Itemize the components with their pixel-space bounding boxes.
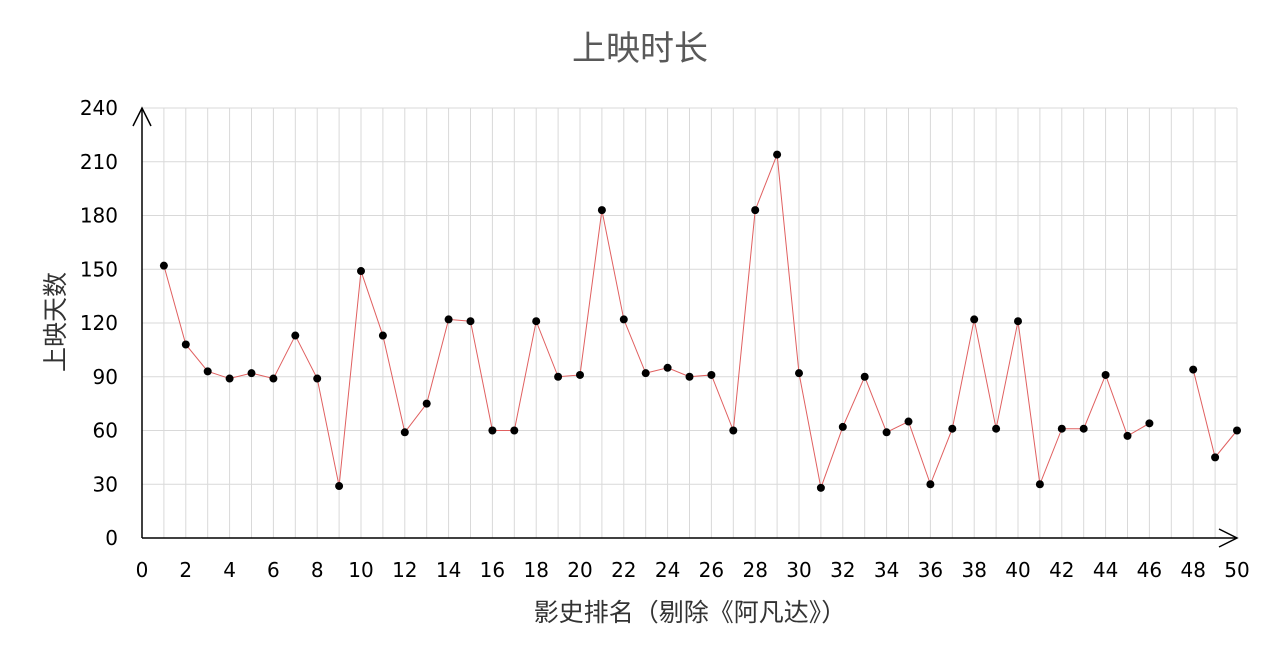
x-tick-label: 12 <box>392 558 417 582</box>
x-tick-label: 34 <box>874 558 899 582</box>
y-tick-label: 210 <box>80 150 118 174</box>
x-tick-labels: 0 2 4 6 8 10 12 14 16 18 20 22 24 26 28 30 32 34 36 38 40 42 4… <box>136 558 1250 582</box>
x-tick-label: 16 <box>480 558 505 582</box>
data-point <box>685 372 694 381</box>
data-point <box>619 315 628 324</box>
x-tick-label: 6 <box>267 558 280 582</box>
data-point <box>291 331 300 340</box>
series-segment <box>163 154 1150 490</box>
data-point <box>860 372 869 381</box>
data-point <box>466 317 475 326</box>
data-point <box>159 261 168 270</box>
data-point <box>1211 453 1220 462</box>
data-point <box>247 369 256 378</box>
data-point <box>1189 365 1198 374</box>
x-tick-label: 18 <box>523 558 548 582</box>
data-point <box>1233 426 1241 435</box>
x-tick-label: 36 <box>918 558 943 582</box>
x-tick-label: 42 <box>1049 558 1074 582</box>
x-tick-label: 40 <box>1005 558 1030 582</box>
data-point <box>597 206 606 215</box>
data-point <box>422 399 431 408</box>
x-tick-label: 0 <box>136 558 149 582</box>
x-axis-arrow <box>1218 528 1239 548</box>
data-point <box>970 315 979 324</box>
chart-title: 上映时长 <box>572 29 708 69</box>
data-point <box>904 417 913 426</box>
data-point <box>1123 431 1132 440</box>
x-tick-label: 46 <box>1137 558 1162 582</box>
data-point <box>378 331 387 340</box>
data-point <box>838 422 847 431</box>
x-tick-label: 48 <box>1180 558 1205 582</box>
data-point <box>444 315 453 324</box>
grid <box>142 107 1238 538</box>
y-tick-label: 30 <box>93 472 118 496</box>
data-point <box>488 426 497 435</box>
data-point <box>1145 419 1154 428</box>
x-tick-label: 44 <box>1093 558 1118 582</box>
axes <box>132 106 1239 548</box>
y-tick-label: 0 <box>105 526 118 550</box>
x-tick-label: 4 <box>223 558 236 582</box>
y-axis-arrow <box>132 106 152 127</box>
data-point <box>992 424 1001 433</box>
x-tick-label: 2 <box>179 558 192 582</box>
x-tick-label: 24 <box>655 558 680 582</box>
data-point <box>554 372 563 381</box>
y-tick-label: 120 <box>80 311 118 335</box>
data-point <box>576 370 584 379</box>
y-tick-label: 150 <box>80 257 118 281</box>
x-tick-label: 50 <box>1224 558 1249 582</box>
data-point <box>313 374 322 383</box>
data-point <box>357 267 365 276</box>
data-point <box>816 483 825 492</box>
data-point <box>795 369 803 378</box>
y-tick-label: 240 <box>80 96 118 120</box>
y-tick-labels: 0 30 60 90 120 150 180 210 240 <box>80 96 118 550</box>
data-point <box>1057 424 1066 433</box>
data-point <box>335 482 344 491</box>
x-tick-label: 10 <box>348 558 373 582</box>
x-tick-label: 28 <box>742 558 767 582</box>
data-point <box>773 150 782 159</box>
y-tick-label: 60 <box>93 419 118 443</box>
x-tick-label: 38 <box>961 558 986 582</box>
y-tick-label: 180 <box>80 204 118 228</box>
x-tick-label: 8 <box>311 558 324 582</box>
data-point <box>751 206 760 215</box>
data-point <box>926 480 935 489</box>
data-point <box>181 340 190 349</box>
x-tick-label: 20 <box>567 558 592 582</box>
x-tick-label: 26 <box>699 558 724 582</box>
data-point <box>707 370 716 379</box>
data-point <box>641 369 650 378</box>
x-tick-label: 22 <box>611 558 636 582</box>
data-point <box>1014 317 1022 326</box>
x-tick-label: 30 <box>786 558 811 582</box>
x-axis-title: 影史排名（剔除《阿凡达》） <box>534 598 847 627</box>
data-point <box>203 367 212 376</box>
data-point <box>225 374 234 383</box>
data-points <box>159 150 1241 492</box>
data-point <box>729 426 738 435</box>
data-point <box>269 374 278 383</box>
x-tick-label: 14 <box>436 558 461 582</box>
data-point <box>1101 370 1110 379</box>
data-point <box>532 317 541 326</box>
data-point <box>663 363 672 372</box>
y-tick-label: 90 <box>93 365 118 389</box>
data-point <box>1035 480 1044 489</box>
data-point <box>882 428 891 437</box>
x-tick-label: 32 <box>830 558 855 582</box>
data-point <box>1079 424 1088 433</box>
data-point <box>948 424 957 433</box>
y-axis-title: 上映天数 <box>41 272 70 372</box>
series-line <box>163 154 1238 490</box>
data-point <box>510 426 519 435</box>
data-point <box>400 428 409 437</box>
